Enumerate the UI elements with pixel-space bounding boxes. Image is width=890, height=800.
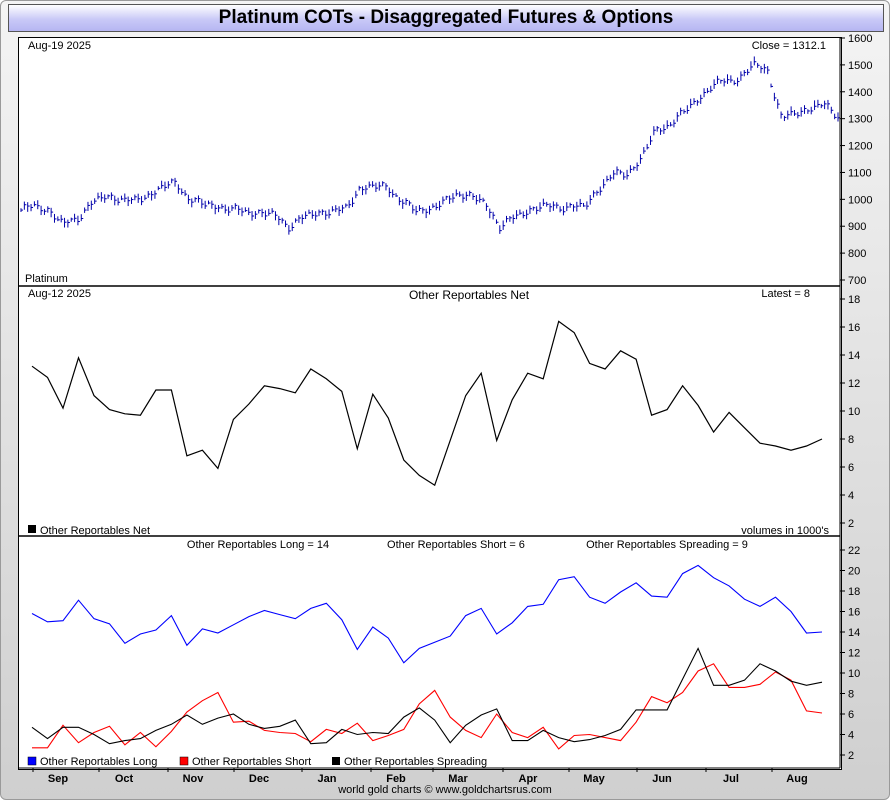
short-top-label: Other Reportables Short = 6 (387, 539, 525, 551)
price-tick-label: 1600 (848, 33, 872, 45)
x-tick-label: Mar (448, 773, 468, 785)
long-legend-swatch (27, 756, 37, 766)
net-series (31, 320, 823, 487)
net-tick-label: 12 (848, 378, 860, 390)
price-tick-label: 1000 (848, 194, 872, 206)
positions-tick-label: 10 (848, 668, 860, 680)
chart-title: Platinum COTs - Disaggregated Futures & … (8, 4, 884, 32)
positions-tick-label: 6 (848, 709, 854, 721)
positions-tick-label: 8 (848, 689, 854, 701)
price-panel: Aug-19 2025 Close = 1312.1 Platinum 700 8… (20, 33, 872, 287)
price-tick-label: 1300 (848, 114, 872, 126)
net-tick-label: 4 (848, 490, 854, 502)
x-tick-label: Aug (786, 773, 807, 785)
price-tick-label: 1500 (848, 60, 872, 72)
price-tick-label: 800 (848, 248, 866, 260)
positions-y-axis: 2 4 6 8 10 12 14 16 18 20 22 (839, 536, 860, 768)
net-y-axis: 2 4 6 8 10 12 14 16 18 (839, 286, 860, 536)
price-date-label: Aug-19 2025 (28, 40, 91, 52)
long-line (31, 564, 823, 664)
short-legend-label: Other Reportables Short (192, 756, 311, 768)
price-y-axis: 700 800 900 1000 1100 1200 1300 1400 1500 1600 (839, 33, 872, 287)
x-tick-label: Nov (183, 773, 205, 785)
spreading-line (31, 647, 823, 745)
net-line (31, 320, 823, 487)
price-tick-label: 900 (848, 221, 866, 233)
net-tick-label: 18 (848, 294, 860, 306)
x-tick-label: Apr (519, 773, 539, 785)
net-legend-swatch (28, 525, 36, 533)
net-tick-label: 6 (848, 462, 854, 474)
x-tick-label: Jun (652, 773, 672, 785)
spreading-top-label: Other Reportables Spreading = 9 (586, 539, 748, 551)
positions-tick-label: 12 (848, 648, 860, 660)
price-tick-label: 1200 (848, 141, 872, 153)
x-tick-label: Feb (386, 773, 406, 785)
price-bars (20, 56, 840, 235)
net-legend-label: Other Reportables Net (40, 525, 150, 537)
short-legend-swatch (179, 756, 189, 766)
price-close-label: Close = 1312.1 (752, 40, 826, 52)
positions-tick-label: 22 (848, 545, 860, 557)
long-legend-label: Other Reportables Long (40, 756, 157, 768)
x-tick-label: Oct (115, 773, 134, 785)
net-tick-label: 10 (848, 406, 860, 418)
x-tick-label: Jul (723, 773, 739, 785)
price-series-label: Platinum (25, 273, 68, 285)
spreading-legend-label: Other Reportables Spreading (344, 756, 487, 768)
positions-legend: Other Reportables Long Other Reportables… (27, 756, 487, 768)
positions-panel: Other Reportables Long = 14 Other Report… (27, 536, 860, 768)
month-x-axis: Sep Oct Nov Dec Jan Feb Mar Apr May Jun Jul Aug (19, 767, 840, 785)
positions-tick-label: 2 (848, 750, 854, 762)
net-latest-label: Latest = 8 (761, 288, 810, 300)
positions-tick-label: 20 (848, 566, 860, 578)
positions-series (31, 564, 823, 750)
units-note: volumes in 1000's (741, 525, 829, 537)
net-panel-title: Other Reportables Net (409, 288, 530, 302)
net-tick-label: 2 (848, 518, 854, 530)
positions-tick-label: 4 (848, 730, 854, 742)
long-top-label: Other Reportables Long = 14 (187, 539, 329, 551)
x-tick-label: May (583, 773, 605, 785)
positions-tick-label: 18 (848, 586, 860, 598)
net-tick-label: 16 (848, 322, 860, 334)
positions-tick-label: 14 (848, 627, 860, 639)
footer-credit: world gold charts © www.goldchartsrus.co… (338, 784, 552, 796)
price-tick-label: 1400 (848, 87, 872, 99)
net-panel: Aug-12 2025 Other Reportables Net Latest… (28, 286, 860, 537)
plot-area (18, 37, 842, 770)
price-tick-label: 700 (848, 275, 866, 287)
x-tick-label: Sep (48, 773, 68, 785)
x-tick-label: Dec (249, 773, 269, 785)
short-line (32, 663, 823, 750)
spreading-legend-swatch (332, 757, 340, 765)
net-tick-label: 14 (848, 350, 860, 362)
positions-tick-label: 16 (848, 607, 860, 619)
net-tick-label: 8 (848, 434, 854, 446)
net-date-label: Aug-12 2025 (28, 288, 91, 300)
x-tick-label: Jan (318, 773, 337, 785)
price-tick-label: 1100 (848, 167, 872, 179)
